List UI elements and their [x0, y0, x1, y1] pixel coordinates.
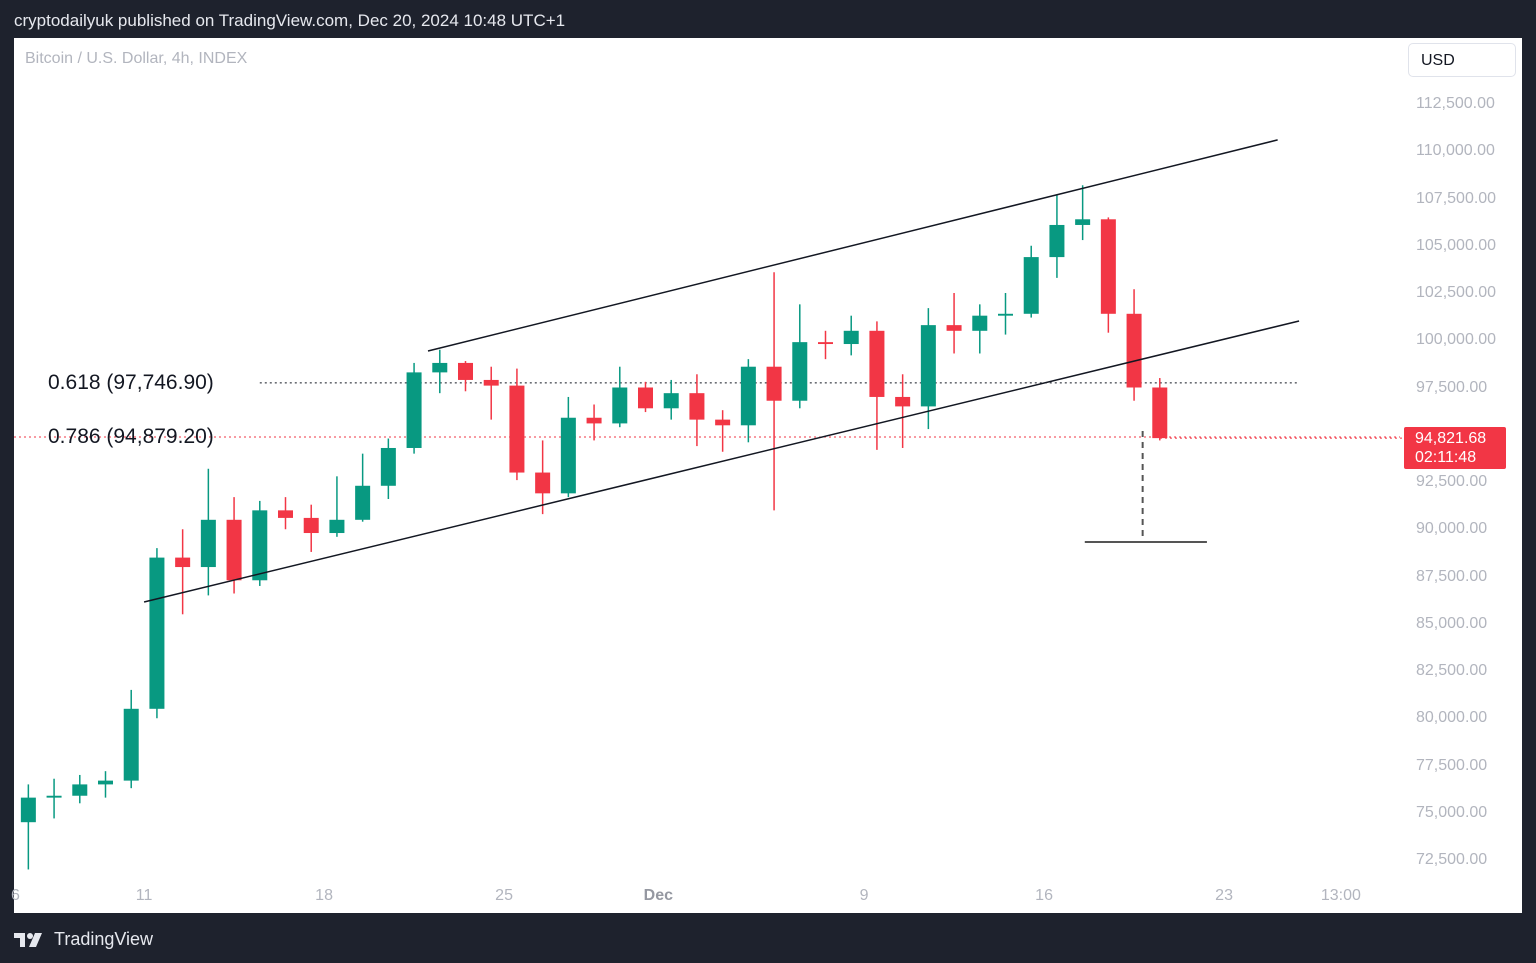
- time-tick: 11: [135, 887, 153, 904]
- candle-body: [1075, 219, 1091, 225]
- price-tick: 85,000.00: [1416, 614, 1488, 632]
- candle-body: [149, 557, 165, 709]
- candle-body: [715, 419, 731, 426]
- candle-body: [46, 795, 62, 798]
- time-tick: 16: [1035, 887, 1053, 904]
- candle-body: [432, 362, 448, 373]
- candle-body: [329, 519, 345, 534]
- candle-body: [869, 330, 885, 397]
- price-tick: 87,500.00: [1416, 567, 1488, 585]
- brand-name: TradingView: [54, 929, 154, 949]
- candle-body: [98, 780, 113, 785]
- candle-body: [1152, 387, 1168, 439]
- time-tick: Dec: [643, 887, 674, 904]
- time-tick: 25: [495, 887, 513, 904]
- candle-body: [1049, 224, 1065, 258]
- candle-body: [175, 557, 191, 568]
- candle-body: [509, 385, 525, 473]
- candle-body: [612, 387, 628, 424]
- candle-body: [792, 342, 808, 401]
- price-tick: 72,500.00: [1416, 851, 1488, 868]
- price-tick: 107,500.00: [1416, 189, 1497, 207]
- candle-body: [226, 519, 242, 581]
- candle-body: [1126, 313, 1142, 388]
- candle-body: [586, 417, 602, 424]
- price-tick: 75,000.00: [1416, 803, 1488, 821]
- chart-panel[interactable]: [14, 38, 1522, 913]
- candle-body: [843, 330, 859, 345]
- time-tick: 18: [315, 887, 333, 904]
- price-tick: 82,500.00: [1416, 662, 1488, 679]
- time-tick: 6: [11, 887, 20, 904]
- last-price-label: 94,821.68 02:11:48: [1404, 427, 1506, 469]
- candle-body: [638, 387, 653, 409]
- candle-body: [406, 372, 422, 448]
- candle-body: [972, 315, 988, 331]
- publisher-header: cryptodailyuk published on TradingView.c…: [14, 11, 566, 30]
- candle-body: [483, 379, 499, 386]
- symbol-title: Bitcoin / U.S. Dollar, 4h, INDEX: [25, 50, 248, 67]
- price-tick: 92,500.00: [1416, 473, 1488, 490]
- candle-body: [689, 393, 705, 420]
- price-tick: 97,500.00: [1416, 378, 1488, 396]
- candle-body: [278, 510, 293, 518]
- last-price-value: 94,821.68: [1415, 430, 1487, 447]
- price-tick: 90,000.00: [1416, 520, 1488, 538]
- candle-body: [123, 708, 139, 781]
- candle-body: [535, 472, 551, 494]
- price-tick: 105,000.00: [1416, 236, 1497, 254]
- bar-countdown: 02:11:48: [1415, 449, 1477, 466]
- candle-body: [920, 325, 936, 407]
- candle-body: [895, 396, 911, 407]
- candle-body: [200, 519, 216, 568]
- price-tick: 100,000.00: [1416, 331, 1497, 349]
- candle-body: [1023, 257, 1039, 314]
- candle-body: [946, 325, 962, 331]
- candle-body: [303, 517, 319, 534]
- candle-body: [998, 313, 1013, 316]
- candle-body: [252, 510, 268, 581]
- candle-body: [766, 366, 782, 401]
- candle-body: [380, 447, 396, 486]
- candle-body: [663, 393, 679, 409]
- candle-body: [355, 485, 371, 520]
- tradingview-logo-icon: [14, 932, 42, 947]
- candle-body: [458, 362, 473, 380]
- price-tick: 102,500.00: [1416, 284, 1497, 301]
- currency-button[interactable]: USD: [1408, 43, 1516, 77]
- candle-body: [560, 417, 576, 494]
- candle-body: [72, 784, 88, 796]
- fib-label-0786: 0.786 (94,879.20): [48, 425, 214, 448]
- tradingview-brand[interactable]: TradingView: [14, 929, 153, 950]
- fib-label-0618: 0.618 (97,746.90): [48, 371, 214, 394]
- price-tick: 112,500.00: [1416, 95, 1495, 112]
- candle-body: [740, 366, 756, 426]
- time-tick: 9: [859, 887, 869, 904]
- trendline-channel-lower: [143, 320, 1300, 603]
- trendline-channel-upper: [427, 139, 1278, 352]
- candle-body: [818, 342, 833, 345]
- price-tick: 110,000.00: [1416, 142, 1495, 160]
- price-tick: 80,000.00: [1416, 709, 1488, 727]
- price-tick: 77,500.00: [1416, 756, 1488, 774]
- time-tick: 13:00: [1320, 887, 1361, 904]
- time-tick: 23: [1215, 887, 1233, 904]
- candle-body: [1100, 219, 1116, 314]
- candle-body: [20, 797, 36, 823]
